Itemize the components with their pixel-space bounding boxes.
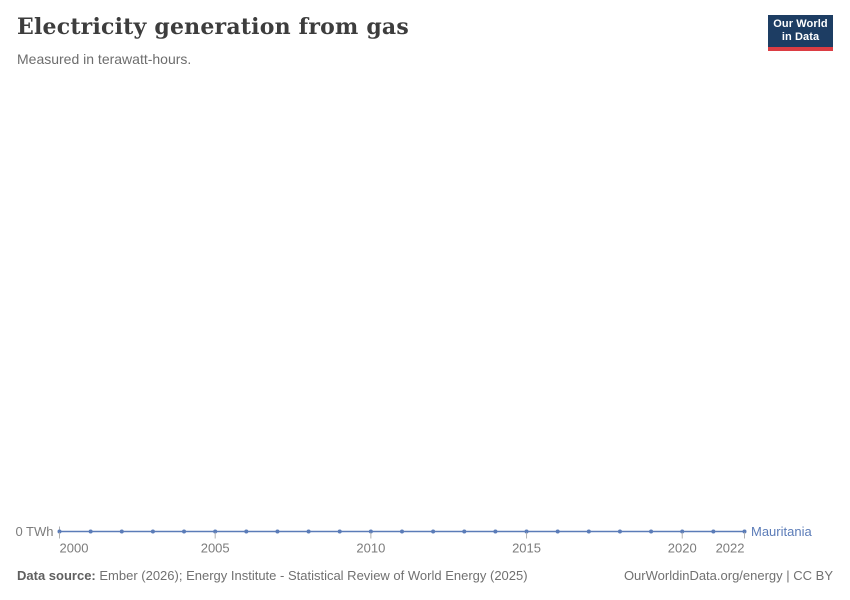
data-point[interactable] [711,529,716,534]
data-point[interactable] [275,529,280,534]
x-axis-tick-label: 2005 [201,541,230,556]
data-point[interactable] [150,529,155,534]
data-point[interactable] [680,529,685,534]
data-source: Data source: Ember (2026); Energy Instit… [17,568,528,583]
chart-subtitle: Measured in terawatt-hours. [17,51,192,67]
data-source-label: Data source: [17,568,96,583]
data-point[interactable] [244,529,249,534]
data-point[interactable] [524,529,529,534]
license-link[interactable]: OurWorldinData.org/energy | CC BY [623,568,833,583]
data-point[interactable] [617,529,622,534]
x-axis-tick-label: 2000 [60,541,89,556]
data-point[interactable] [306,529,311,534]
x-axis-svg: 0 TWh 2000 2005 2010 2015 2020 2022 Mauritania [15,524,812,556]
data-point[interactable] [88,529,93,534]
y-axis-label: 0 TWh [15,524,53,539]
entity-label[interactable]: Mauritania [751,524,812,539]
chart-footer: Data source: Ember (2026); Energy Instit… [17,568,833,583]
data-point[interactable] [400,529,404,534]
x-axis-tick-label: 2010 [356,541,385,556]
owid-logo-line1: Our World [773,18,828,30]
data-point[interactable] [555,529,560,534]
x-axis-tick-label: 2020 [668,541,697,556]
plot-area [0,80,850,505]
data-point[interactable] [213,529,218,534]
data-point[interactable] [119,529,124,534]
x-axis-tick-label: 2022 [716,541,745,556]
data-point[interactable] [649,529,654,534]
owid-logo[interactable]: Our World in Data [768,15,833,51]
data-point[interactable] [742,529,747,534]
data-point[interactable] [368,529,373,534]
data-point[interactable] [57,529,62,534]
data-source-text: Ember (2026); Energy Institute - Statist… [95,568,528,583]
data-point[interactable] [431,529,436,534]
data-point[interactable] [462,529,467,534]
data-point[interactable] [182,529,187,534]
x-axis-tick-label: 2015 [512,541,541,556]
chart-title: Electricity generation from gas [17,14,409,40]
data-point[interactable] [493,529,498,534]
data-point[interactable] [586,529,591,534]
data-point[interactable] [337,529,342,534]
owid-logo-line2: in Data [781,31,820,43]
